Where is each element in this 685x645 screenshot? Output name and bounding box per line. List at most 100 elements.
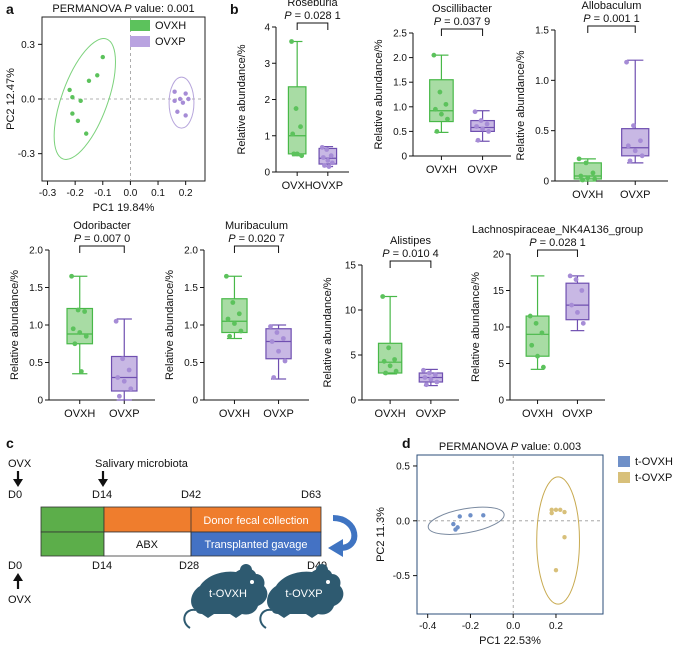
data-point: [386, 345, 392, 351]
data-point: [579, 288, 585, 293]
data-point: [434, 379, 440, 385]
x-tick-label: 0.2: [549, 621, 563, 632]
significance-bracket: [296, 22, 329, 30]
data-point: [236, 311, 242, 317]
d63-label: D63: [301, 489, 321, 501]
boxplot-muribaculum: Muribaculum 0 0.5 1.0 1.5 2.0 Relative abundan…: [164, 220, 309, 420]
data-point: [434, 129, 440, 134]
x-axis-label: PC1 22.53%: [479, 635, 541, 645]
title-p: P: [511, 441, 519, 453]
p-letter: P: [529, 237, 537, 249]
x-tick-label: 0.1: [151, 188, 165, 199]
p-letter: P: [434, 16, 442, 28]
y-tick-label: 2.5: [393, 29, 407, 40]
arrow-down-icon: [98, 471, 108, 487]
data-point: [431, 52, 437, 58]
x-tick-label: OVXH: [522, 408, 553, 420]
data-point: [424, 382, 429, 388]
legend-swatch: [618, 472, 630, 483]
scatter-point: [562, 509, 567, 515]
data-point: [576, 156, 582, 162]
data-point: [326, 164, 332, 169]
y-tick-label: 0.5: [29, 358, 43, 369]
scatter-point: [175, 109, 180, 114]
p-letter: P: [74, 233, 82, 245]
title-prefix: PERMANOVA: [439, 441, 511, 453]
data-point: [126, 367, 132, 373]
y-tick-label: 0.0: [396, 516, 410, 527]
data-point: [282, 358, 288, 364]
legend-swatch: [130, 20, 150, 31]
data-point: [632, 148, 638, 154]
x-tick-label: OVXP: [109, 408, 140, 420]
x-tick-label: -0.1: [94, 188, 112, 199]
data-point: [324, 147, 330, 152]
p-letter: P: [284, 10, 292, 22]
box: [66, 307, 94, 345]
data-point: [539, 330, 545, 336]
p-value-label: P = 0.007 0: [74, 233, 131, 245]
data-point: [478, 118, 484, 123]
boxplot-odoribacter: Odoribacter 0 0.5 1.0 1.5 2.0 Relative abundan…: [9, 220, 155, 420]
data-point: [540, 364, 546, 370]
arrow-up-icon: [13, 573, 23, 589]
y-tick-label: 0.5: [184, 358, 198, 369]
timeline-bar-donor: [103, 506, 322, 533]
y-tick-label: 1.0: [535, 76, 549, 87]
data-point: [627, 158, 633, 164]
data-point: [422, 375, 428, 380]
legend-swatch: [130, 36, 150, 47]
y-tick-label: -0.5: [393, 571, 411, 582]
p-number: = 0.007 0: [81, 233, 130, 245]
title-prefix: PERMANOVA: [52, 3, 124, 15]
scatter-point: [481, 513, 486, 518]
p-value-label: P = 0.037 9: [434, 16, 491, 28]
x-tick-label: -0.3: [39, 188, 57, 199]
boxplot-lachnospiraceae-nk4a136-group: Lachnospiraceae_NK4A136_group 0 5 10 15 20 Rel…: [470, 224, 643, 420]
ovx-bottom-label: OVX: [8, 594, 32, 606]
y-tick-label: 1.5: [535, 26, 549, 37]
data-point: [82, 309, 88, 314]
scatter-point: [186, 96, 191, 102]
data-point: [638, 138, 643, 144]
p-value-label: P = 0.020 7: [228, 233, 285, 245]
title-suffix: value: 0.001: [132, 3, 195, 15]
p-letter: P: [583, 13, 591, 25]
y-axis-label: Relative abundance/%: [322, 277, 334, 387]
y-tick-label: 4: [264, 23, 270, 34]
scatter-point: [183, 113, 188, 118]
data-point: [75, 307, 81, 313]
legend-label: OVXP: [155, 36, 186, 48]
data-point: [328, 153, 334, 159]
p-value-label: P = 0.001 1: [583, 13, 640, 25]
scatter-point: [75, 118, 81, 124]
y-tick-label: -0.3: [18, 149, 36, 160]
scatter-point: [451, 521, 456, 527]
data-point: [580, 177, 585, 183]
y-tick-label: 2: [264, 95, 270, 106]
data-point: [585, 175, 591, 181]
data-point: [238, 328, 244, 334]
d28-label: D28: [179, 560, 199, 572]
data-point: [274, 330, 280, 335]
mouse-icon: t-OVXH: [183, 564, 268, 629]
scatter-point: [180, 100, 186, 105]
data-point: [383, 370, 389, 376]
x-tick-label: -0.2: [462, 621, 480, 632]
timeline-bar-ovx-top: [40, 506, 105, 533]
data-point: [320, 155, 326, 160]
data-point: [290, 131, 296, 137]
p-number: = 0.020 7: [236, 233, 285, 245]
scatter-point: [468, 513, 473, 518]
p-letter: P: [382, 248, 390, 260]
scatter-point: [558, 507, 563, 513]
title-p: P: [124, 3, 132, 15]
arrow-down-icon: [13, 471, 23, 487]
x-tick-label: OVXP: [263, 408, 294, 420]
x-tick-label: 0.0: [123, 188, 137, 199]
x-tick-label: OVXP: [313, 180, 344, 192]
y-tick-label: 15: [493, 286, 505, 297]
confidence-ellipse: [168, 76, 195, 129]
d0-bottom-label: D0: [8, 560, 22, 572]
x-tick-label: 0.0: [506, 621, 520, 632]
